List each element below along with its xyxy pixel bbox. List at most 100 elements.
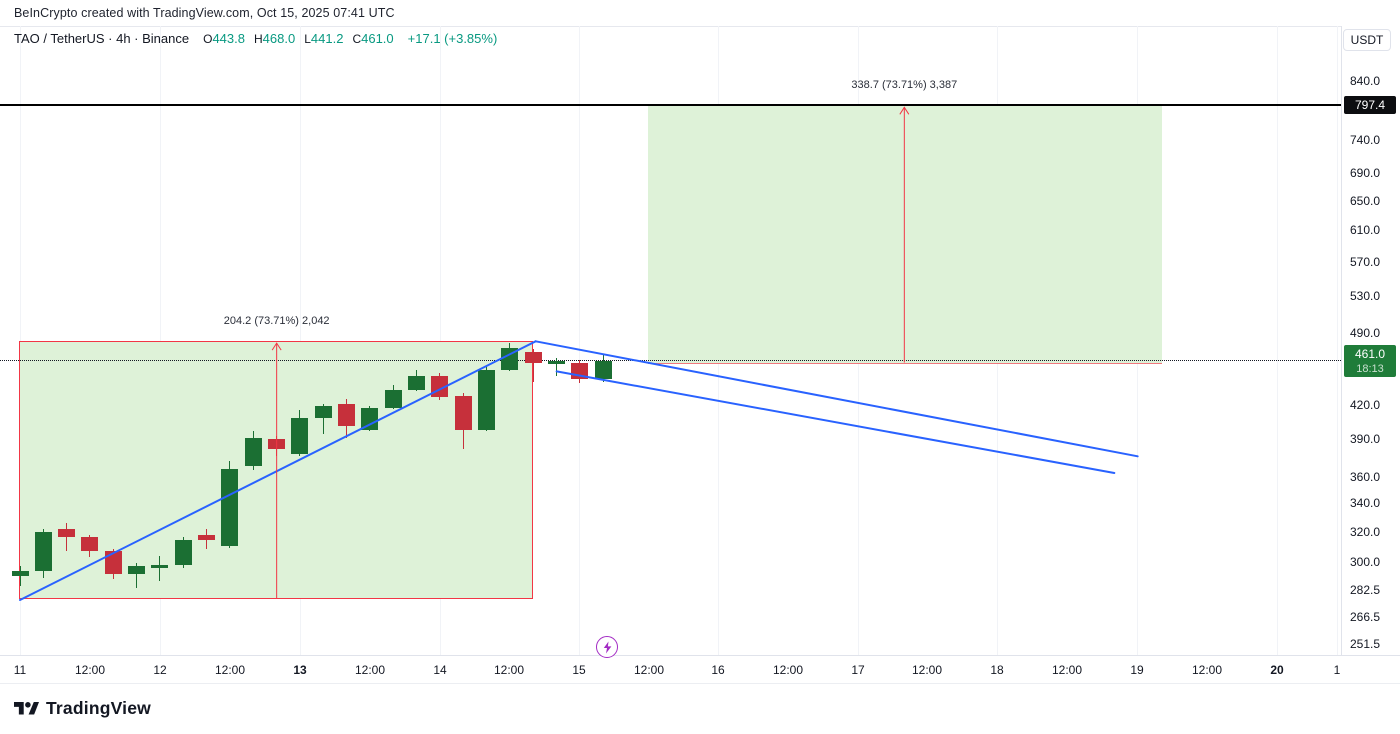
black-level-line [0, 104, 1341, 107]
widget-top-border [0, 26, 1400, 27]
price-tick: 251.5 [1350, 637, 1381, 652]
time-tick: 15 [572, 663, 586, 677]
time-tick: 12:00 [214, 663, 246, 677]
time-tick: 12:00 [354, 663, 386, 677]
measure-label: 204.2 (73.71%) 2,042 [223, 315, 330, 328]
ohlc-pair: C461.0 [352, 31, 393, 46]
symbol-title[interactable]: TAO / TetherUS · 4h · Binance [14, 31, 190, 46]
price-tick: 282.5 [1350, 582, 1381, 597]
measured-zone [647, 105, 1162, 364]
ohlc-pair: H468.0 [254, 31, 295, 46]
current-price-value: 461.0 [1354, 347, 1386, 362]
grid-line-vertical [1276, 26, 1278, 655]
chart-plot-area[interactable]: 204.2 (73.71%) 2,042 338.7 (73.71%) 3,387 [0, 26, 1341, 655]
ohlc-label: O [203, 32, 213, 46]
candle-wick [19, 566, 21, 587]
time-tick: 12:00 [74, 663, 106, 677]
candle-body [104, 550, 122, 575]
tradingview-logo-icon [14, 701, 39, 715]
currency-toggle-button[interactable]: USDT [1343, 29, 1391, 51]
time-tick: 1 [1333, 663, 1341, 677]
candle-body [221, 468, 239, 547]
ohlc-value: 461.0 [361, 31, 394, 46]
grid-line-vertical [578, 26, 580, 655]
ohlc-value: 441.2 [310, 31, 344, 46]
price-tick: 300.0 [1350, 554, 1381, 569]
candle-body [338, 403, 356, 427]
candle-body [34, 531, 52, 572]
price-tick: 360.0 [1350, 469, 1381, 484]
candle-body [151, 564, 169, 568]
price-tick: 266.5 [1350, 610, 1381, 624]
price-tick: 840.0 [1350, 74, 1381, 88]
ohlc-pair: L441.2 [304, 31, 343, 46]
candle-body [571, 363, 589, 379]
candle-body [174, 540, 192, 565]
time-tick: 12:00 [493, 663, 525, 677]
price-tick: 320.0 [1350, 524, 1381, 539]
price-axis[interactable]: 840.0 740.0 690.0 650.0 610.0 570.0 530.0 490.0… [1341, 26, 1400, 655]
widget-bottom-border [0, 683, 1400, 684]
ohlc-label: H [253, 32, 263, 46]
measured-zone [18, 341, 534, 599]
candle-body [11, 571, 29, 576]
price-tick: 690.0 [1350, 165, 1381, 180]
price-tick: 390.0 [1350, 432, 1381, 447]
price-tick: 610.0 [1350, 223, 1381, 238]
time-axis[interactable]: 11 12:00 12 12:00 13 12:00 14 12:00 15 12:00 16 12:… [0, 655, 1400, 684]
current-price-badge: 461.0 18:13 [1344, 345, 1396, 378]
change-value: +17.1 (+3.85%) [407, 31, 498, 46]
grid-line-vertical [1336, 26, 1338, 655]
candle-body [268, 439, 286, 449]
price-tick: 650.0 [1350, 193, 1381, 208]
trendline[interactable] [555, 370, 1116, 474]
candle-body [314, 405, 332, 419]
price-tick: 530.0 [1350, 289, 1381, 304]
ohlc-values: O443.8 H468.0 L441.2 C461.0 [203, 31, 394, 46]
candle-body [198, 534, 216, 541]
candle-body [478, 370, 496, 430]
price-tick: 420.0 [1350, 397, 1381, 412]
candle-body [58, 528, 76, 538]
time-tick: 11 [13, 663, 27, 677]
time-tick: 12:00 [772, 663, 804, 677]
candle-wick [159, 555, 161, 581]
price-level-badge: 797.4 [1344, 96, 1396, 115]
lightning-bolt-glyph [603, 641, 611, 653]
candle-body [291, 418, 309, 454]
price-tick: 340.0 [1350, 496, 1381, 511]
candle-body [431, 375, 449, 397]
current-price-dotted-line [0, 360, 1341, 362]
price-tick: 490.0 [1350, 325, 1381, 340]
candle-body [384, 390, 402, 408]
ohlc-pair: O443.8 [203, 31, 245, 46]
candle-body [361, 407, 379, 430]
price-tick: 740.0 [1350, 133, 1381, 148]
symbol-info-bar: TAO / TetherUS · 4h · Binance O443.8 H468… [14, 31, 497, 46]
time-tick: 12:00 [1191, 663, 1223, 677]
candle-body [454, 395, 472, 430]
candle-body [81, 537, 99, 551]
time-tick: 19 [1130, 663, 1144, 677]
countdown-label: 18:13 [1356, 363, 1384, 376]
tradingview-wordmark: TradingView [46, 698, 151, 718]
time-tick: 20 [1270, 663, 1284, 677]
ohlc-label: C [352, 32, 362, 46]
ohlc-value: 468.0 [262, 31, 296, 46]
candle-body [128, 566, 146, 575]
candle-body [594, 361, 612, 379]
candle-body [548, 361, 566, 365]
time-tick: 16 [711, 663, 725, 677]
time-tick: 13 [293, 663, 307, 677]
time-tick: 12:00 [1051, 663, 1083, 677]
measure-label: 338.7 (73.71%) 3,387 [851, 79, 958, 92]
target-base-level-line [647, 362, 1162, 364]
event-lightning-icon[interactable] [596, 636, 618, 658]
time-tick: 12 [153, 663, 167, 677]
tradingview-attribution-footer[interactable]: TradingView [14, 698, 151, 719]
ohlc-label: L [304, 32, 311, 46]
time-tick: 14 [433, 663, 447, 677]
price-tick: 570.0 [1350, 255, 1381, 270]
candle-body [408, 375, 426, 391]
